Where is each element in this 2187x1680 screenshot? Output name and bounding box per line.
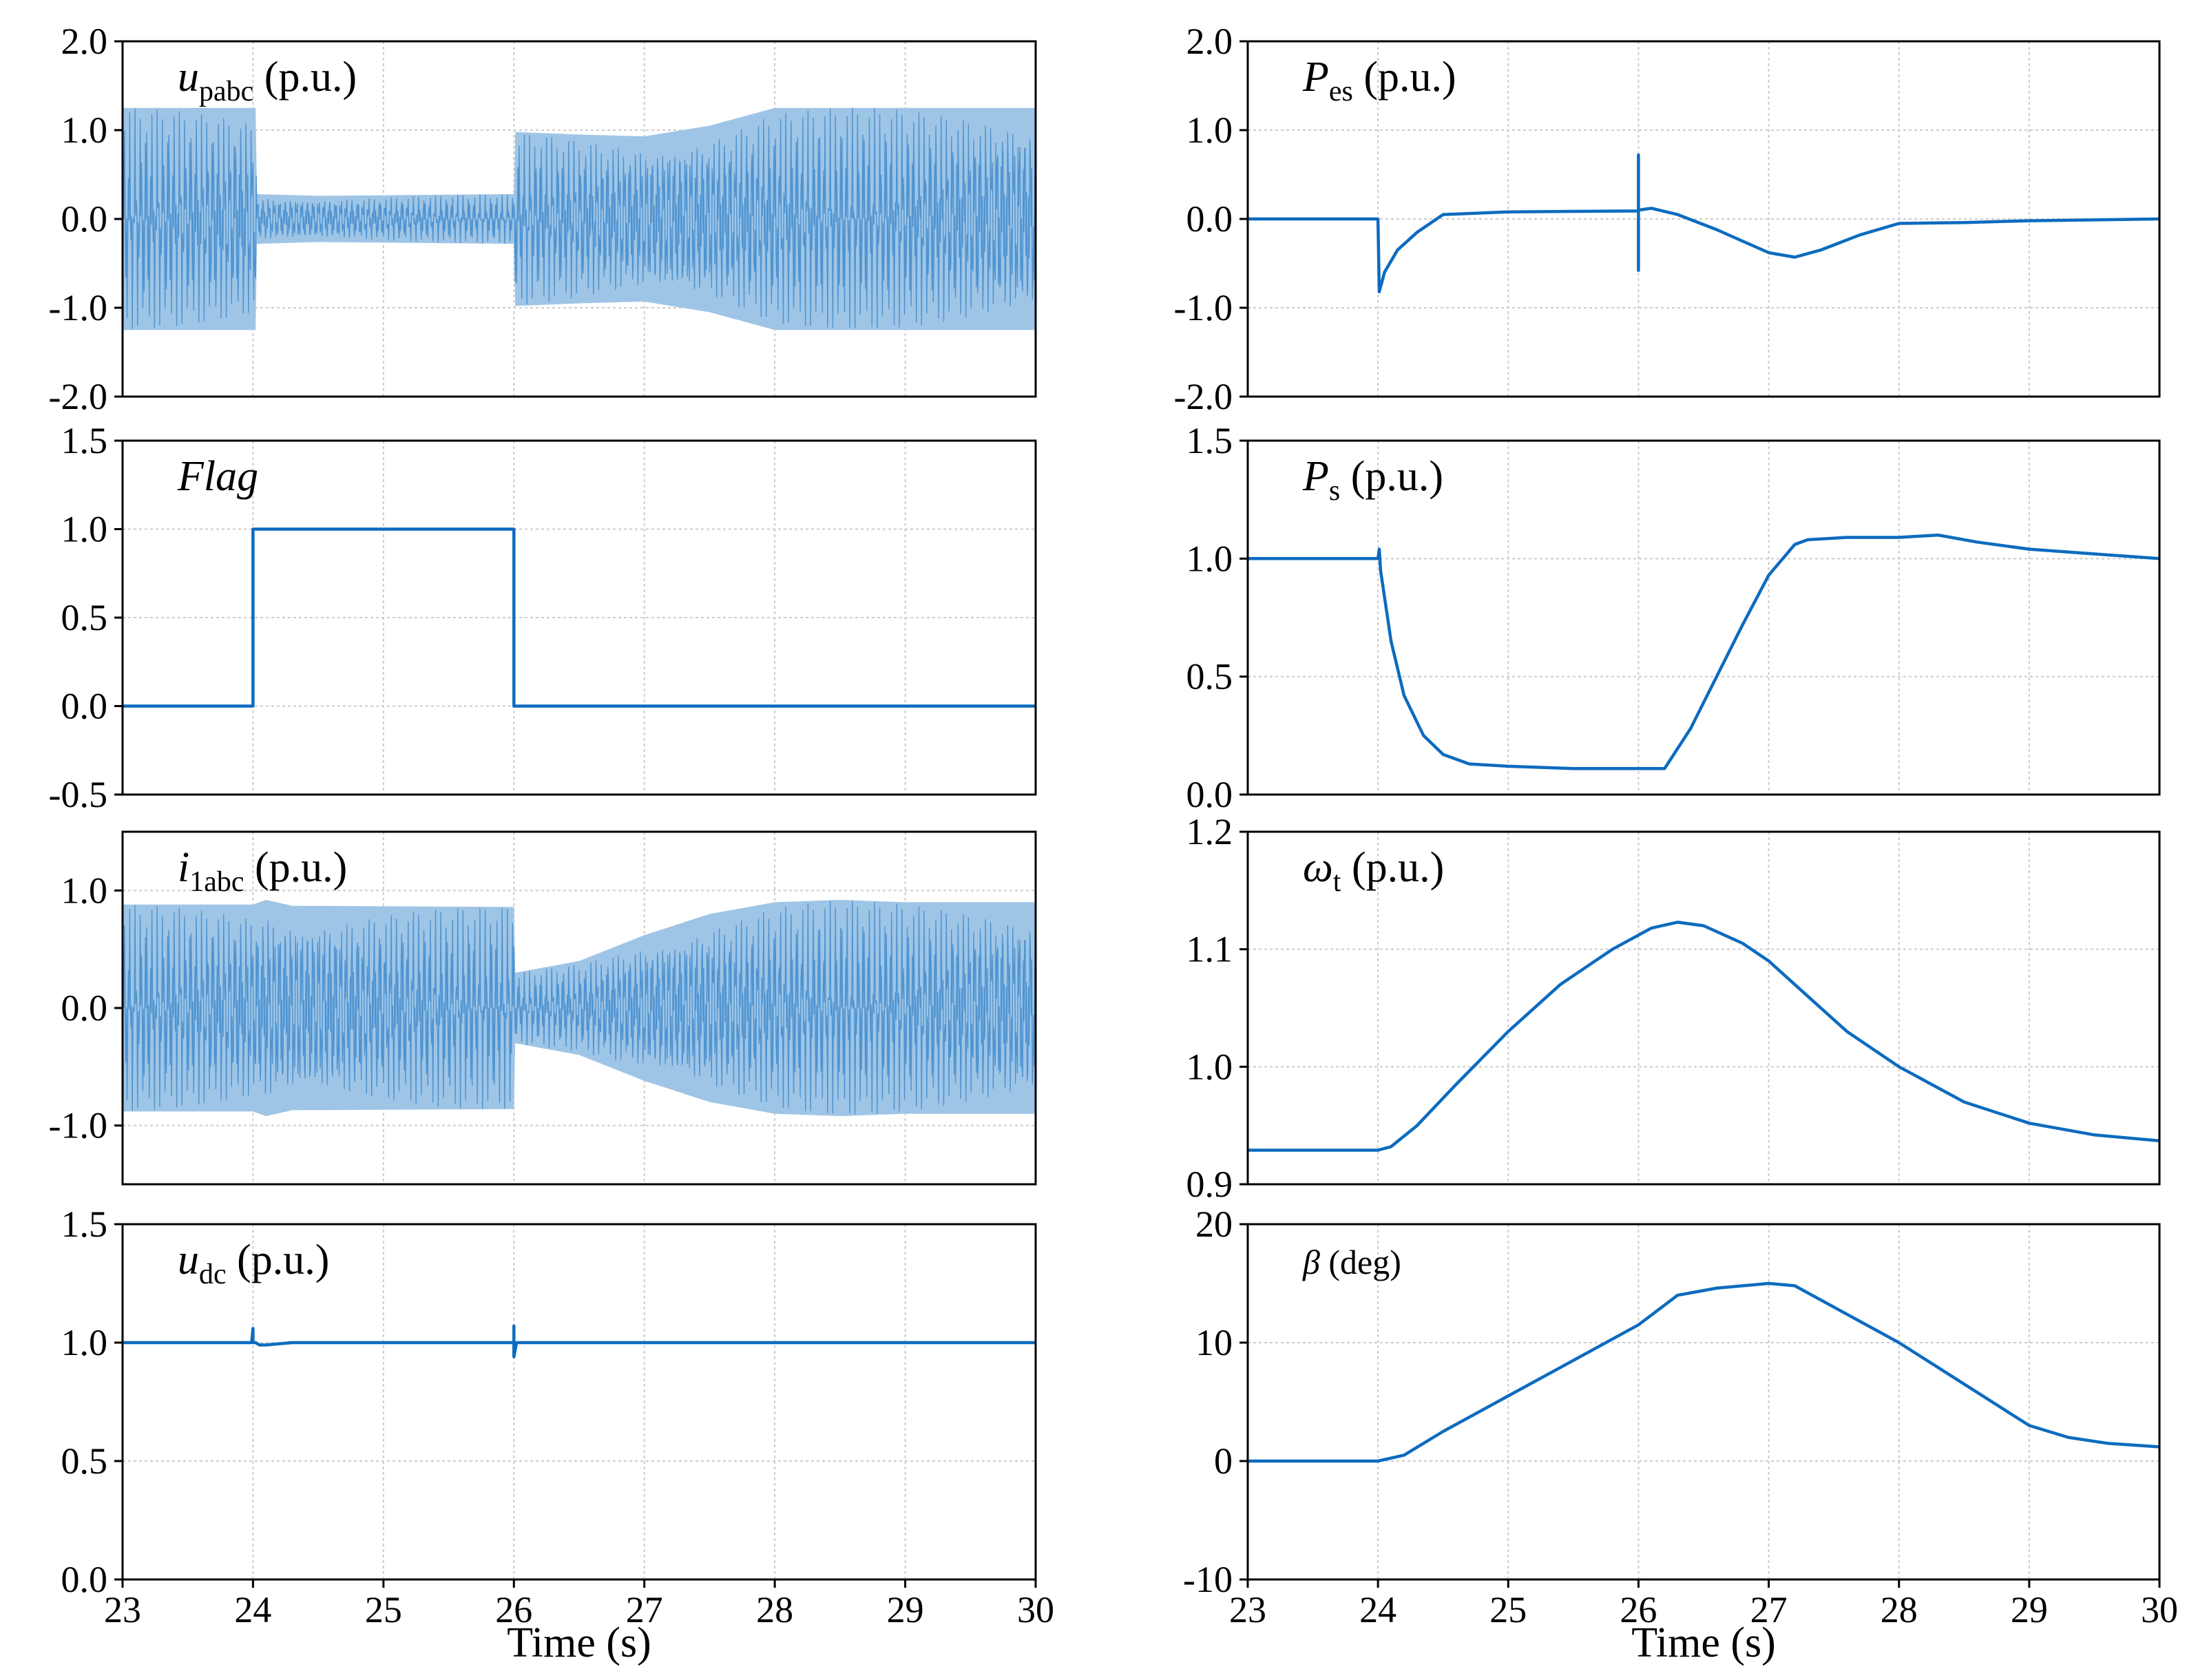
y-tick-label: 2.0 <box>61 21 108 62</box>
y-tick-label: 1.5 <box>61 1204 108 1245</box>
x-tick-label: 24 <box>234 1589 271 1630</box>
panel-label-i1abc: i1abc (p.u.) <box>178 844 347 898</box>
subplot-ps: 1.5 1.0 0.5 0.0 Ps (p.u.) <box>1186 420 2161 815</box>
x-tick-label: 25 <box>365 1589 402 1630</box>
y-tick-label: 20 <box>1195 1204 1233 1245</box>
y-tick-label: -10 <box>1183 1559 1233 1600</box>
series-line <box>123 527 1036 708</box>
panel-label-udc: udc (p.u.) <box>178 1237 329 1290</box>
axes-frame <box>1246 1223 2161 1581</box>
y-tick-label: 1.5 <box>61 420 108 461</box>
panel-label-beta: β (deg) <box>1302 1243 1401 1281</box>
axes-frame <box>121 1223 1037 1581</box>
subplot-udc: 1.5 1.0 0.5 0.023 24 25 26 27 28 29 30 Time (s) udc … <box>61 1204 1055 1666</box>
series-udc <box>123 1324 1036 1358</box>
y-tick-label: -1.0 <box>49 1105 107 1146</box>
series-line <box>1248 153 2159 294</box>
x-tick-label: 24 <box>1359 1589 1396 1630</box>
x-axis-label: Time (s) <box>507 1619 651 1666</box>
y-tick-label: 0.5 <box>1186 656 1233 697</box>
x-tick-label: 28 <box>756 1589 793 1630</box>
subplot-i1abc: 1.0 0.0 -1.0 i1abc (p.u.) <box>49 830 1037 1186</box>
x-tick-label: 23 <box>104 1589 141 1630</box>
x-tick-label: 25 <box>1489 1589 1527 1630</box>
series-line <box>1248 1281 2159 1463</box>
subplot-wt: 1.2 1.1 1.0 0.9 ωt (p.u.) <box>1186 811 2161 1205</box>
series-wt <box>1248 921 2159 1152</box>
y-tick-label: 0.0 <box>1186 774 1233 815</box>
x-tick-label: 26 <box>1620 1589 1657 1630</box>
y-tick-label: 0.5 <box>61 1440 108 1482</box>
subplot-flag: 1.5 1.0 0.5 0.0 -0.5 Flag <box>49 420 1037 815</box>
y-tick-label: 0.5 <box>61 597 108 638</box>
x-tick-label: 27 <box>626 1589 663 1630</box>
y-tick-label: 1.1 <box>1186 929 1233 970</box>
x-tick-label: 28 <box>1881 1589 1918 1630</box>
x-tick-label: 29 <box>887 1589 924 1630</box>
series-pes <box>1248 153 2159 294</box>
y-tick-label: -1.0 <box>49 287 107 328</box>
x-tick-label: 27 <box>1750 1589 1788 1630</box>
axes-frame <box>1246 830 2161 1186</box>
y-tick-label: 0.0 <box>61 1559 108 1600</box>
y-tick-label: -1.0 <box>1174 287 1233 328</box>
y-tick-label: 10 <box>1195 1322 1233 1363</box>
axes-frame <box>1246 439 2161 796</box>
panel-label-ps: Ps (p.u.) <box>1302 453 1443 507</box>
y-tick-label: 0.0 <box>1186 198 1233 240</box>
y-tick-label: 1.0 <box>1186 538 1233 579</box>
y-tick-label: 1.5 <box>1186 420 1233 461</box>
y-tick-label: 2.0 <box>1186 21 1233 62</box>
x-tick-label: 30 <box>1017 1589 1054 1630</box>
y-tick-label: 0.0 <box>61 198 108 240</box>
x-tick-label: 30 <box>2141 1589 2178 1630</box>
y-tick-label: 1.0 <box>1186 109 1233 151</box>
subplot-upabc: 2.0 1.0 0.0 -1.0 -2.0 upabc (p.u.) <box>49 21 1037 417</box>
panel-label-upabc: upabc (p.u.) <box>178 54 357 107</box>
axes-frame <box>121 439 1037 796</box>
y-tick-label: 1.0 <box>61 509 108 550</box>
series-i1abc <box>123 900 1036 1116</box>
series-upabc <box>123 107 1036 330</box>
y-tick-label: -0.5 <box>49 774 107 815</box>
y-tick-label: 1.2 <box>1186 811 1233 852</box>
waveform-texture <box>123 107 1036 330</box>
y-tick-label: 1.0 <box>1186 1046 1233 1087</box>
y-tick-label: -2.0 <box>49 376 107 417</box>
x-tick-label: 26 <box>495 1589 532 1630</box>
x-axis-label: Time (s) <box>1631 1619 1776 1666</box>
y-tick-label: 0 <box>1214 1440 1233 1482</box>
panel-label-pes: Pes (p.u.) <box>1302 54 1456 107</box>
y-tick-label: 1.0 <box>61 1322 108 1363</box>
panel-label-flag: Flag <box>177 453 258 500</box>
panel-label-wt: ωt (p.u.) <box>1303 844 1444 898</box>
y-tick-label: 0.9 <box>1186 1164 1233 1205</box>
y-tick-label: 0.0 <box>61 686 108 727</box>
y-tick-label: 1.0 <box>61 109 108 151</box>
subplot-pes: 2.0 1.0 0.0 -1.0 -2.0 Pes (p.u.) <box>1174 21 2161 417</box>
x-tick-label: 23 <box>1229 1589 1266 1630</box>
series-flag <box>123 527 1036 708</box>
series-ps <box>1248 533 2159 770</box>
x-tick-label: 29 <box>2011 1589 2048 1630</box>
waveform-texture <box>123 900 1036 1115</box>
y-tick-label: 0.0 <box>61 987 108 1029</box>
series-line <box>1248 921 2159 1152</box>
y-tick-label: 1.0 <box>61 870 108 911</box>
y-tick-label: -2.0 <box>1174 376 1233 417</box>
series-line <box>123 1324 1036 1358</box>
series-beta <box>1248 1281 2159 1463</box>
series-line <box>1248 533 2159 770</box>
